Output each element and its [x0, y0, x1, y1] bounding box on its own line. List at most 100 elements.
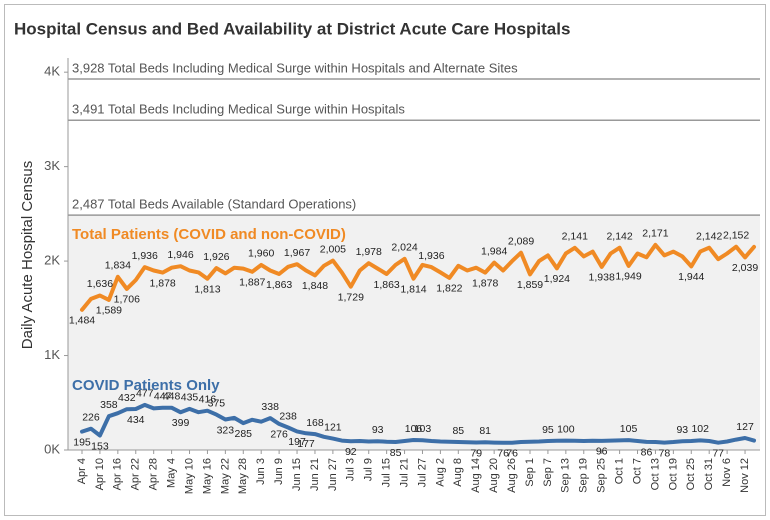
- x-tick-label: May 16: [201, 458, 213, 494]
- value-label: 85: [390, 447, 402, 459]
- x-tick-label: Oct 31: [703, 458, 715, 490]
- value-label: 2,142: [606, 230, 632, 242]
- value-label: 1,887: [239, 277, 265, 289]
- x-tick-label: Aug 8: [452, 458, 464, 487]
- value-label: 1,589: [96, 305, 122, 317]
- x-tick-label: Nov 12: [739, 458, 751, 493]
- reference-label: 2,487 Total Beds Available (Standard Ope…: [72, 197, 356, 212]
- value-label: 1,936: [418, 250, 444, 262]
- x-tick-label: Jul 9: [363, 458, 375, 481]
- series-annotation: COVID Patients Only: [72, 377, 220, 394]
- x-tick-label: Oct 1: [614, 458, 626, 484]
- value-label: 2,152: [723, 230, 749, 242]
- value-label: 79: [470, 447, 482, 459]
- value-label: 1,960: [248, 248, 274, 260]
- x-tick-label: Nov 6: [721, 458, 733, 487]
- x-tick-label: Apr 4: [76, 458, 88, 484]
- value-label: 1,863: [266, 279, 292, 291]
- value-label: 1,946: [167, 249, 193, 261]
- value-label: 1,706: [114, 294, 140, 306]
- value-label: 92: [345, 446, 357, 458]
- value-label: 96: [596, 446, 608, 458]
- value-label: 2,141: [562, 231, 588, 243]
- x-tick-label: May 4: [166, 458, 178, 488]
- x-tick-label: Jul 27: [416, 458, 428, 487]
- x-tick-label: Aug 14: [470, 458, 482, 493]
- value-label: 1,636: [87, 278, 113, 290]
- plot: 0K 1K 2K 3K 4K 3,928 Total Beds Including Med…: [44, 58, 760, 494]
- value-label: 1,813: [194, 284, 220, 296]
- value-label: 447: [154, 391, 172, 403]
- value-label: 78: [659, 447, 671, 459]
- value-label: 1,848: [302, 280, 328, 292]
- x-tick-label: Aug 26: [506, 458, 518, 493]
- x-tick-label: May 22: [219, 458, 231, 494]
- x-tick-label: Aug 2: [434, 458, 446, 487]
- value-label: 434: [127, 414, 145, 426]
- value-label: 1,984: [481, 245, 507, 257]
- x-tick-label: Apr 28: [148, 458, 160, 490]
- x-tick-label: Jul 15: [381, 458, 393, 487]
- value-label: 86: [641, 447, 653, 459]
- value-label: 1,978: [356, 246, 382, 258]
- value-label: 95: [542, 424, 554, 436]
- value-label: 1,859: [517, 279, 543, 291]
- series-line: [80, 242, 756, 312]
- value-label: 435: [181, 392, 199, 404]
- value-label: 1,863: [373, 279, 399, 291]
- x-tick-label: May 28: [237, 458, 249, 494]
- value-label: 1,878: [149, 277, 175, 289]
- x-tick-label: Sep 7: [542, 458, 554, 487]
- value-label: 1,924: [544, 273, 570, 285]
- value-label: 197: [288, 436, 306, 448]
- value-label: 399: [172, 417, 190, 429]
- value-label: 1,729: [338, 291, 364, 303]
- value-label: 100: [557, 423, 575, 435]
- value-label: 238: [279, 410, 297, 422]
- value-label: 85: [452, 425, 464, 437]
- value-label: 1,967: [284, 247, 310, 259]
- value-label: 2,024: [391, 242, 417, 254]
- x-tick-label: Aug 20: [488, 458, 500, 493]
- value-label: 2,039: [732, 262, 758, 274]
- value-label: 195: [73, 436, 91, 448]
- series-line: [80, 402, 756, 445]
- value-label: 1,878: [472, 277, 498, 289]
- value-label: 81: [479, 425, 491, 437]
- frame: [4, 4, 766, 516]
- value-label: 2,142: [696, 230, 722, 242]
- value-label: 2,089: [508, 235, 534, 247]
- x-tick-label: Jun 9: [273, 458, 285, 485]
- value-label: 323: [217, 424, 235, 436]
- x-tick-label: May 10: [183, 458, 195, 494]
- y-tick-label: 2K: [44, 253, 60, 268]
- value-label: 338: [261, 401, 279, 413]
- x-tick-label: Oct 19: [667, 458, 679, 490]
- value-label: 375: [208, 397, 226, 409]
- value-label: 76: [497, 448, 509, 460]
- x-tick-label: Oct 7: [631, 458, 643, 484]
- value-label: 2,005: [320, 243, 346, 255]
- value-label: 276: [270, 429, 288, 441]
- y-tick-label: 1K: [44, 347, 60, 362]
- x-tick-label: Jun 3: [255, 458, 267, 485]
- reference-label: 3,928 Total Beds Including Medical Surge…: [72, 60, 518, 75]
- x-tick-label: Apr 16: [112, 458, 124, 490]
- value-label: 1,938: [589, 272, 615, 284]
- value-label: 285: [235, 428, 253, 440]
- value-label: 153: [91, 440, 109, 452]
- value-label: 1,814: [400, 283, 426, 295]
- value-label: 102: [691, 423, 709, 435]
- value-label: 416: [199, 393, 217, 405]
- value-label: 1,926: [203, 251, 229, 263]
- y-tick-label: 4K: [44, 64, 60, 79]
- chart-title: Hospital Census and Bed Availability at …: [14, 19, 570, 38]
- x-tick-label: Sep 19: [578, 458, 590, 493]
- x-tick-label: Oct 25: [685, 458, 697, 490]
- x-tick-label: Jul 21: [398, 458, 410, 487]
- y-axis-label: Daily Acute Hospital Census: [19, 161, 36, 349]
- value-label: 358: [100, 399, 118, 411]
- value-label: 226: [82, 411, 100, 423]
- value-label: 477: [136, 388, 154, 400]
